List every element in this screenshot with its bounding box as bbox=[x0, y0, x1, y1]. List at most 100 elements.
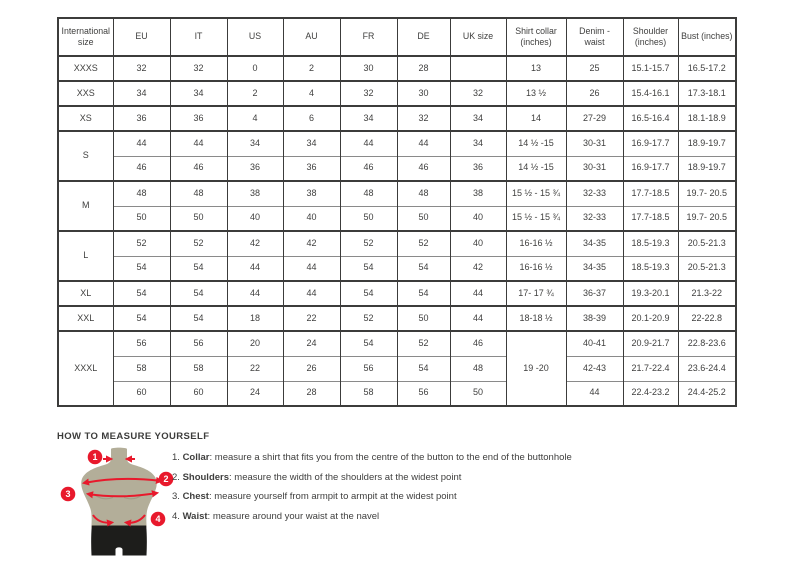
data-cell: 54 bbox=[169, 305, 227, 331]
data-cell: 24 bbox=[282, 330, 340, 356]
international-size-cell: XL bbox=[57, 280, 113, 306]
data-cell: 36 bbox=[282, 155, 340, 181]
data-cell: 6 bbox=[282, 105, 340, 131]
data-cell: 44 bbox=[282, 255, 340, 281]
data-cell: 38 bbox=[449, 180, 506, 206]
data-cell: 34 bbox=[449, 105, 506, 131]
column-header: Bust (inches) bbox=[677, 18, 736, 57]
column-header: UK size bbox=[449, 18, 506, 57]
measure-step: 4. Waist: measure around your waist at t… bbox=[172, 507, 572, 527]
badge-3-number: 3 bbox=[65, 489, 70, 499]
column-header: EU bbox=[112, 18, 170, 57]
data-cell: 21.7-22.4 bbox=[622, 355, 678, 381]
step-label: Collar bbox=[182, 452, 210, 463]
data-cell: 52 bbox=[169, 230, 227, 256]
column-header: International size bbox=[57, 18, 113, 57]
data-cell: 48 bbox=[339, 180, 397, 206]
data-cell: 16.9-17.7 bbox=[622, 130, 678, 156]
data-cell: 56 bbox=[169, 330, 227, 356]
data-cell: 19.7- 20.5 bbox=[677, 180, 736, 206]
data-cell: 17.3-18.1 bbox=[677, 80, 736, 106]
data-cell: 16-16 ½ bbox=[505, 230, 566, 256]
data-cell: 28 bbox=[396, 55, 450, 81]
data-cell: 15.1-15.7 bbox=[622, 55, 678, 81]
data-cell: 22.4-23.2 bbox=[622, 380, 678, 406]
data-cell: 60 bbox=[112, 380, 170, 406]
data-cell: 27-29 bbox=[565, 105, 623, 131]
table-row: XXS 34 34 2 4 32 30 32 13 ½ 26 15.4-16.1 17.3-18.1 bbox=[57, 80, 736, 106]
table-row: S 44 44 34 34 44 44 34 14 ½ -15 30-31 16.9-17.7 18.… bbox=[57, 130, 736, 181]
badge-2-circle bbox=[158, 471, 174, 487]
data-cell: 48 bbox=[449, 355, 506, 381]
data-cell: 46 bbox=[112, 155, 170, 181]
data-cell: 20.5-21.3 bbox=[677, 255, 736, 281]
data-cell: 38-39 bbox=[565, 305, 623, 331]
data-cell: 24.4-25.2 bbox=[677, 380, 736, 406]
data-cell: 34 bbox=[282, 130, 340, 156]
column-header: US bbox=[226, 18, 283, 57]
data-cell: 36 bbox=[169, 105, 227, 131]
data-cell: 52 bbox=[112, 230, 170, 256]
data-cell: 34-35 bbox=[565, 255, 623, 281]
data-cell: 42 bbox=[226, 230, 283, 256]
data-cell: 19.3-20.1 bbox=[622, 280, 678, 306]
step-label: Shoulders bbox=[182, 471, 230, 483]
data-cell: 18-18 ½ bbox=[505, 305, 566, 331]
column-header: Shoulder (inches) bbox=[622, 18, 678, 57]
data-cell: 22-22.8 bbox=[677, 305, 736, 331]
badge-2-number: 2 bbox=[163, 474, 168, 484]
data-cell bbox=[449, 55, 506, 81]
size-chart-section: International size EU IT US AU FR DE UK size Shi… bbox=[57, 17, 737, 407]
data-cell: 48 bbox=[169, 180, 227, 206]
data-cell: 36-37 bbox=[565, 280, 623, 306]
data-cell: 54 bbox=[339, 330, 397, 356]
shorts bbox=[91, 525, 147, 556]
column-header: IT bbox=[169, 18, 227, 57]
data-cell: 13 bbox=[505, 55, 566, 81]
data-cell: 58 bbox=[339, 380, 397, 406]
data-cell: 0 bbox=[226, 55, 283, 81]
data-cell: 23.6-24.4 bbox=[677, 355, 736, 381]
badge-3-circle bbox=[60, 486, 76, 502]
international-size-cell: S bbox=[57, 130, 113, 181]
table-row: 46 46 36 36 46 46 36 14 ½ -15 30-31 16.9-17.7 18.9… bbox=[58, 155, 736, 181]
data-cell: 2 bbox=[226, 80, 283, 106]
data-cell: 50 bbox=[396, 305, 450, 331]
data-cell: 40-41 bbox=[565, 330, 623, 356]
data-cell: 36 bbox=[112, 105, 170, 131]
data-cell: 4 bbox=[226, 105, 283, 131]
data-cell: 56 bbox=[112, 330, 170, 356]
data-cell: 46 bbox=[449, 330, 506, 356]
shirt-collar-merged-cell: 19 -20 bbox=[505, 330, 566, 406]
data-cell: 14 bbox=[505, 105, 566, 131]
data-cell: 32 bbox=[339, 80, 397, 106]
data-cell: 46 bbox=[169, 155, 227, 181]
data-cell: 30 bbox=[339, 55, 397, 81]
data-cell: 22 bbox=[226, 355, 283, 381]
data-cell: 34-35 bbox=[565, 230, 623, 256]
step-text: : measure a shirt that fits you from the… bbox=[209, 452, 572, 463]
data-cell: 18.9-19.7 bbox=[677, 155, 736, 181]
measure-step: 2. Shoulders: measure the width of the s… bbox=[172, 468, 572, 488]
measure-steps: 1. Collar: measure a shirt that fits you… bbox=[172, 448, 572, 526]
table-row: 58 58 22 26 56 54 48 42-43 21.7-22.4 23.6-24.4 bbox=[58, 355, 736, 381]
measure-section-title: HOW TO MEASURE YOURSELF bbox=[57, 431, 210, 442]
data-cell: 36 bbox=[449, 155, 506, 181]
data-cell: 34 bbox=[169, 80, 227, 106]
data-cell: 14 ½ -15 bbox=[505, 155, 566, 181]
international-size-cell: L bbox=[57, 230, 113, 281]
data-cell: 16-16 ½ bbox=[505, 255, 566, 281]
size-table-body: XXXS 32 32 0 2 30 28 13 25 15.1-15.7 16.5-17.2 XXS 3… bbox=[57, 55, 736, 406]
table-row: 54 54 44 44 54 54 42 16-16 ½ 34-35 18.5-19.3 20.5-… bbox=[58, 255, 736, 281]
data-cell: 30-31 bbox=[565, 130, 623, 156]
table-row: XXL 54 54 18 22 52 50 44 18-18 ½ 38-39 20.1-20.9 22… bbox=[57, 305, 736, 331]
data-cell: 18.5-19.3 bbox=[622, 230, 678, 256]
data-cell: 54 bbox=[112, 305, 170, 331]
step-number: 1. bbox=[172, 452, 183, 463]
table-row: XXXS 32 32 0 2 30 28 13 25 15.1-15.7 16.5-17.2 bbox=[57, 55, 736, 81]
data-cell: 54 bbox=[169, 280, 227, 306]
column-header: Shirt collar (inches) bbox=[505, 18, 566, 57]
data-cell: 34 bbox=[449, 130, 506, 156]
step-text: : measure the width of the shoulders at … bbox=[229, 471, 462, 483]
data-cell: 54 bbox=[396, 280, 450, 306]
